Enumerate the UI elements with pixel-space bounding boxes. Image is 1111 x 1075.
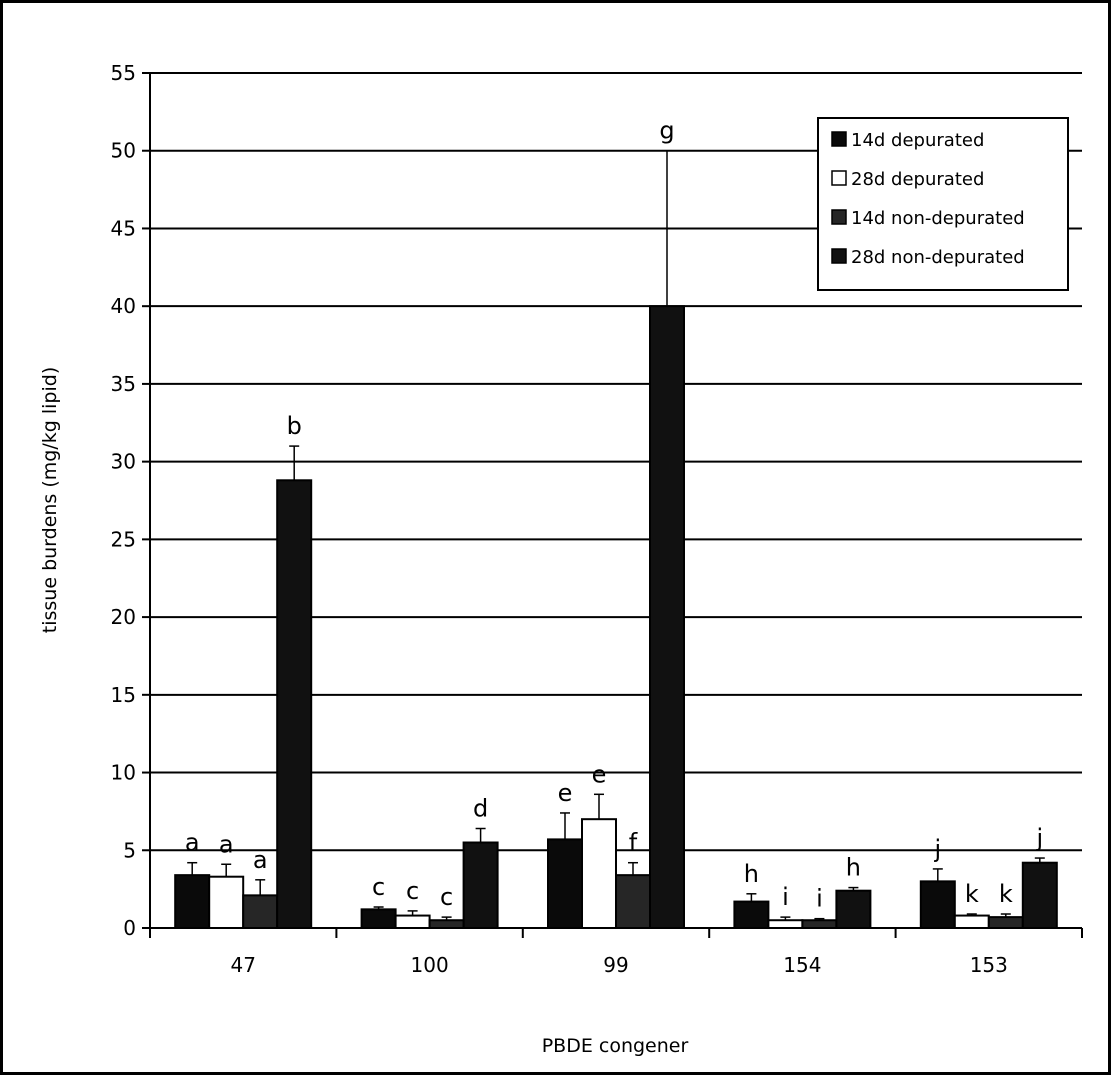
significance-label: a — [185, 829, 200, 857]
y-tick-label: 35 — [111, 372, 136, 396]
bar — [987, 916, 1024, 929]
significance-label: c — [406, 877, 419, 905]
x-category-label: 100 — [411, 953, 449, 977]
bar — [276, 479, 313, 929]
legend-swatch — [831, 248, 847, 264]
y-tick-label: 5 — [123, 838, 136, 862]
significance-label: i — [816, 885, 823, 913]
significance-label: e — [592, 760, 607, 788]
legend-swatch — [831, 131, 847, 147]
significance-label: d — [473, 795, 488, 823]
y-tick-label: 0 — [123, 916, 136, 940]
x-axis: 47 100 99 154 153 — [149, 928, 1083, 977]
significance-label: a — [253, 846, 268, 874]
bar — [615, 874, 651, 929]
bar — [428, 919, 465, 930]
x-category-label: 153 — [970, 953, 1008, 977]
bar — [919, 880, 956, 930]
legend-swatch — [831, 209, 847, 225]
x-category-label: 99 — [603, 953, 628, 977]
bar — [581, 818, 617, 930]
y-tick-label: 30 — [111, 450, 136, 474]
significance-label: c — [440, 883, 453, 911]
y-tick-label: 40 — [111, 294, 136, 318]
bar — [242, 894, 279, 930]
y-axis-title: tissue burdens (mg/kg lipid) — [39, 367, 61, 633]
y-axis-ticks: 0 5 10 15 20 25 30 35 40 45 50 55 — [111, 61, 150, 940]
significance-label: c — [372, 873, 385, 901]
significance-label: b — [287, 412, 302, 440]
y-tick-label: 45 — [111, 216, 136, 240]
x-category-label: 154 — [783, 953, 821, 977]
legend-box — [817, 117, 1069, 291]
y-tick-label: 25 — [111, 527, 136, 551]
bar — [174, 874, 211, 929]
bar — [835, 889, 872, 930]
significance-label: i — [782, 883, 789, 911]
legend-swatch — [831, 170, 847, 186]
bar — [360, 908, 397, 930]
legend: 14d depurated 28d depurated 14d non-depura… — [817, 117, 1069, 291]
bar — [208, 875, 245, 930]
significance-label: a — [219, 830, 234, 858]
bar — [547, 838, 583, 930]
significance-label: e — [558, 779, 573, 807]
legend-label: 28d depurated — [851, 169, 984, 190]
legend-label: 28d non-depurated — [851, 247, 1025, 268]
x-category-label: 47 — [230, 953, 255, 977]
significance-label: j — [933, 835, 941, 863]
significance-label: h — [846, 854, 861, 882]
y-tick-label: 50 — [111, 139, 136, 163]
legend-label: 14d non-depurated — [851, 208, 1025, 229]
legend-label: 14d depurated — [851, 130, 984, 151]
bar — [649, 305, 685, 929]
significance-label: h — [744, 860, 759, 888]
significance-label: k — [999, 880, 1013, 908]
bar — [394, 914, 431, 930]
bar — [767, 919, 804, 930]
y-tick-label: 55 — [111, 61, 136, 85]
significance-label: f — [629, 829, 638, 857]
y-tick-label: 15 — [111, 683, 136, 707]
bar — [953, 914, 990, 930]
bar — [733, 900, 770, 930]
y-tick-label: 10 — [111, 761, 136, 785]
bar — [462, 841, 499, 929]
x-axis-title: PBDE congener — [542, 1035, 689, 1057]
significance-label: g — [659, 117, 674, 145]
bar — [801, 919, 838, 930]
significance-label: j — [1035, 824, 1043, 852]
bar — [1021, 861, 1058, 930]
y-tick-label: 20 — [111, 605, 136, 629]
significance-label: k — [965, 880, 979, 908]
